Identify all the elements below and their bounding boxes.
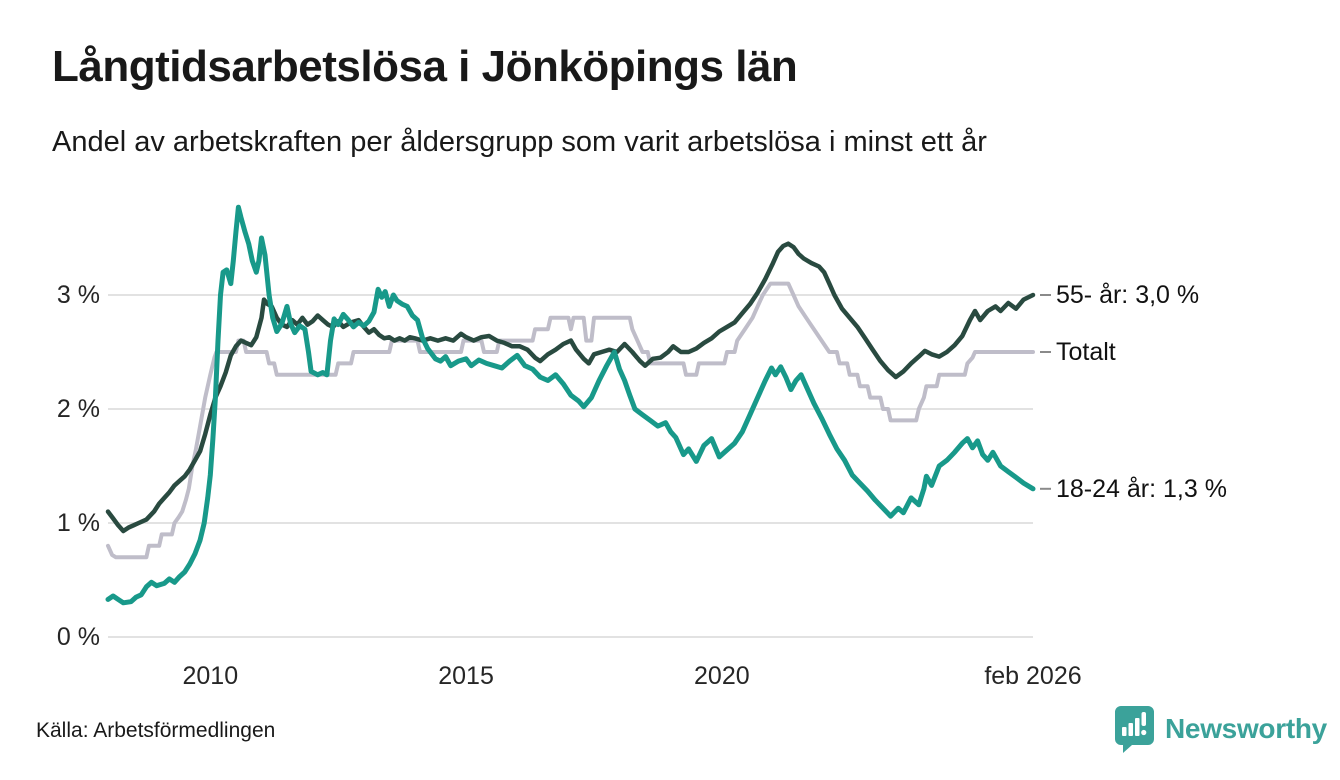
y-axis-tick: 1 % (56, 509, 100, 537)
source-credit: Källa: Arbetsförmedlingen (36, 719, 276, 742)
y-axis-tick: 3 % (56, 281, 100, 309)
series-label-total: Totalt (1056, 338, 1116, 366)
page-subtitle: Andel av arbetskraften per åldersgrupp s… (52, 126, 987, 158)
x-axis-tick: 2020 (694, 662, 750, 690)
x-axis-tick: feb 2026 (984, 662, 1082, 690)
y-axis-tick: 2 % (56, 395, 100, 423)
series-label-55plus: 55- år: 3,0 % (1056, 281, 1200, 309)
newsworthy-bubble-chart-icon (1115, 706, 1154, 753)
newsworthy-logo: Newsworthy (1112, 704, 1327, 754)
series-label-18-24: 18-24 år: 1,3 % (1056, 474, 1227, 503)
x-axis-tick: 2015 (438, 662, 494, 690)
y-axis-tick: 0 % (56, 623, 100, 651)
newsworthy-wordmark: Newsworthy (1165, 713, 1327, 744)
x-axis-tick: 2010 (182, 662, 239, 690)
page-title: Långtidsarbetslösa i Jönköpings län (52, 42, 798, 91)
